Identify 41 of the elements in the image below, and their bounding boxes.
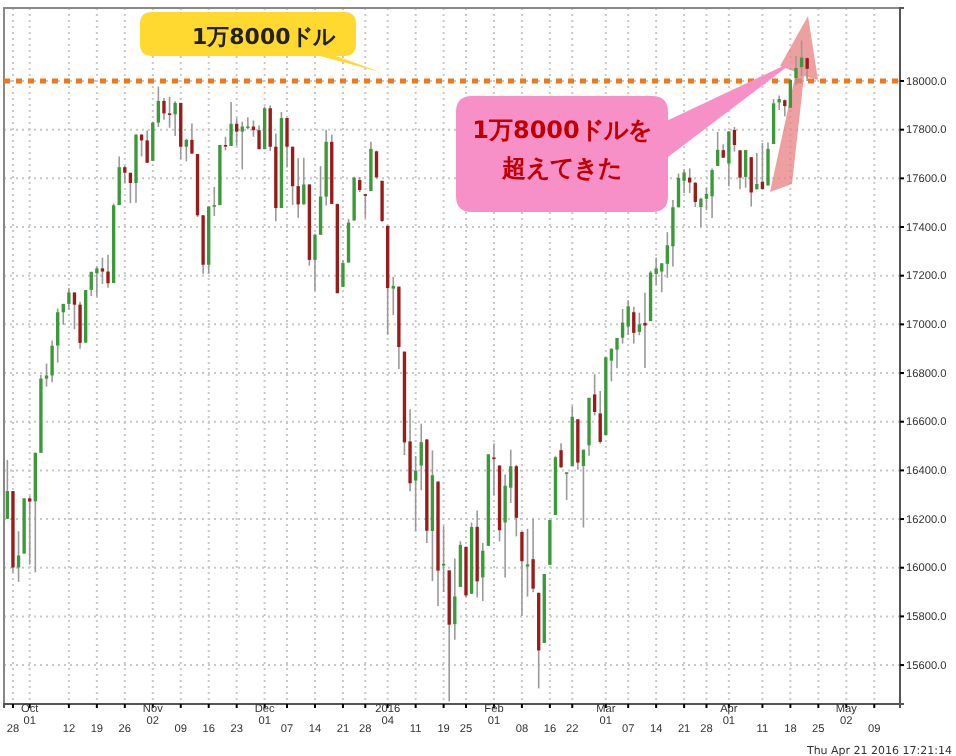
candlestick — [67, 287, 71, 311]
candlestick — [727, 130, 731, 187]
candlestick — [352, 175, 356, 222]
candlestick — [743, 149, 748, 189]
candlestick — [167, 96, 172, 129]
candlestick — [576, 418, 580, 471]
ref-line-label: 1万8000ドル — [192, 24, 337, 50]
candlestick — [117, 155, 121, 206]
candlestick — [626, 299, 630, 336]
candlestick — [179, 102, 183, 160]
candlestick — [106, 253, 110, 289]
candlestick — [710, 167, 714, 219]
candlestick — [380, 179, 384, 223]
candlestick — [78, 300, 82, 350]
candlestick — [643, 291, 647, 369]
candlestick — [162, 97, 166, 121]
candlestick — [771, 98, 776, 145]
candlestick — [369, 141, 373, 192]
candlestick — [28, 495, 32, 566]
annotation: 1万8000ドルを超えてきた — [470, 114, 654, 186]
candlestick — [598, 390, 602, 445]
candlestick — [564, 471, 569, 501]
candlestick — [5, 459, 10, 520]
candlestick — [184, 137, 189, 163]
candlestick — [145, 129, 149, 164]
candlestick — [229, 101, 233, 147]
candlestick — [531, 518, 535, 594]
candlestick — [95, 265, 99, 298]
candlestick — [441, 525, 446, 593]
candlestick — [173, 100, 177, 137]
candlestick — [363, 193, 367, 219]
candlestick — [391, 276, 395, 316]
candlestick — [419, 422, 423, 492]
candlestick — [632, 306, 636, 345]
candlestick — [374, 149, 379, 180]
candlestick — [548, 519, 552, 566]
candlestick — [100, 256, 105, 285]
candlestick — [559, 442, 563, 469]
candlestick — [156, 85, 161, 128]
candlestick — [262, 105, 267, 150]
candlestick — [190, 122, 194, 155]
